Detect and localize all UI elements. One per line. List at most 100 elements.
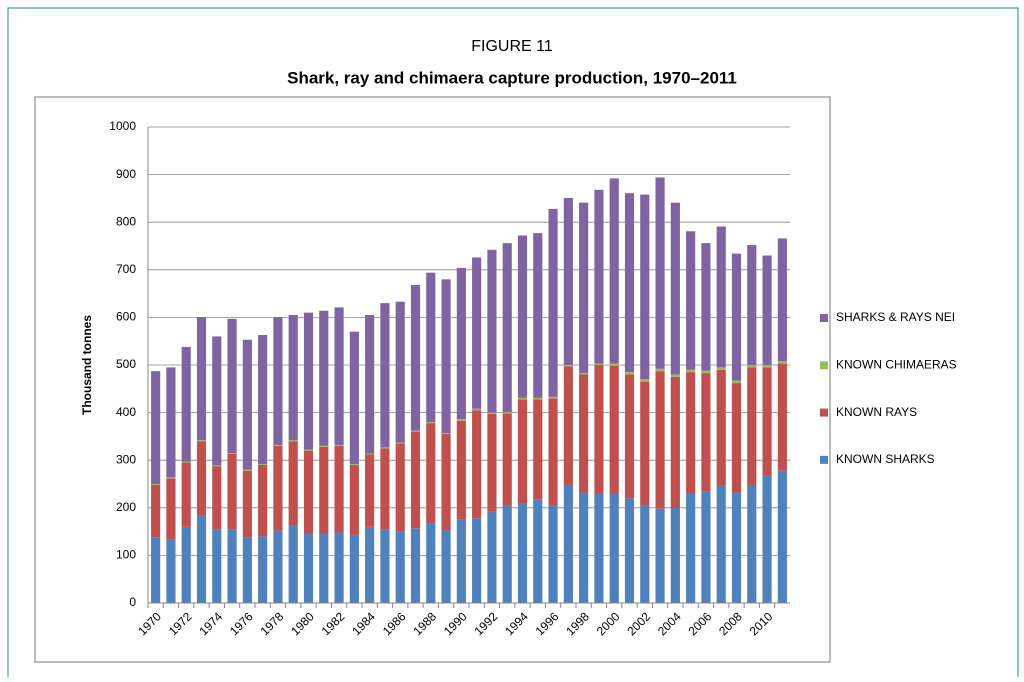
bar-segment — [472, 410, 482, 519]
bar-segment — [762, 475, 772, 603]
bar-segment — [212, 465, 222, 467]
bar-segment — [517, 399, 528, 504]
bar-segment — [151, 484, 161, 485]
x-tick-label: 1998 — [563, 609, 592, 638]
bar-segment — [609, 178, 619, 364]
bar-segment — [579, 492, 589, 603]
bar-segment — [212, 336, 222, 466]
bar-segment — [762, 255, 772, 365]
x-tick-label: 1994 — [502, 609, 531, 638]
bar-segment — [349, 534, 359, 603]
x-tick-label: 1988 — [410, 609, 439, 638]
bar-segment — [227, 454, 237, 530]
bar-segment — [319, 446, 329, 534]
bar-segment — [563, 484, 573, 603]
bar-segment — [441, 530, 451, 603]
bar-segment — [303, 449, 314, 451]
bar-segment — [762, 365, 772, 368]
bar-segment — [288, 441, 298, 526]
bar-segment — [349, 464, 359, 465]
bar-segment — [349, 464, 359, 535]
bar-segment — [777, 363, 787, 471]
bar-segment — [609, 493, 619, 603]
bar-segment — [640, 194, 650, 380]
bar-segment — [777, 361, 787, 364]
bar-segment — [533, 233, 543, 398]
bar-segment — [273, 317, 283, 445]
bar-segment — [686, 493, 696, 603]
bar-segment — [731, 253, 742, 381]
bar-segment — [181, 526, 191, 603]
y-tick-label: 400 — [116, 405, 136, 419]
bar-segment — [365, 454, 375, 527]
bar-segment — [273, 530, 283, 603]
x-tick-label: 1982 — [319, 609, 348, 638]
bar-segment — [273, 444, 283, 446]
bar-segment — [319, 533, 329, 603]
bar-segment — [319, 445, 329, 447]
bar-segment — [273, 445, 283, 531]
x-tick-label: 2008 — [716, 609, 745, 638]
x-tick-label: 1972 — [166, 609, 195, 638]
bar-segment — [533, 397, 543, 400]
bar-segment — [548, 505, 558, 603]
bar-segment — [624, 374, 635, 499]
bar-segment — [441, 279, 451, 434]
bar-segment — [410, 430, 421, 432]
bar-segment — [533, 499, 543, 603]
x-tick-label: 2010 — [747, 609, 776, 638]
bar-segment — [579, 373, 589, 375]
bar-segment — [456, 519, 466, 603]
bar-segment — [594, 363, 604, 365]
chart-title: Shark, ray and chimaera capture producti… — [287, 68, 737, 87]
bar-segment — [380, 529, 390, 603]
y-tick-label: 200 — [116, 500, 136, 514]
bar-segment — [640, 379, 650, 382]
x-tick-label: 2004 — [655, 609, 684, 638]
bar-segment — [548, 396, 558, 399]
bar-segment — [563, 365, 573, 367]
bar-segment — [410, 528, 421, 603]
bar-segment — [334, 307, 344, 445]
bar-segment — [380, 448, 390, 530]
bar-segment — [747, 484, 757, 603]
bar-segment — [319, 310, 329, 446]
bar-segment — [181, 462, 191, 527]
bar-segment — [762, 367, 772, 476]
bar-segment — [380, 303, 390, 448]
bar-segment — [365, 526, 375, 603]
y-tick-label: 100 — [116, 548, 136, 562]
bar-segment — [701, 370, 711, 374]
y-tick-label: 800 — [116, 214, 136, 228]
bar-segment — [334, 444, 344, 446]
bar-segment — [472, 257, 482, 409]
bar-segment — [655, 371, 665, 509]
y-tick-label: 300 — [116, 452, 136, 466]
x-tick-label: 1996 — [533, 609, 562, 638]
bar-segment — [349, 331, 359, 465]
bar-segment — [334, 445, 344, 533]
bar-segment — [747, 365, 757, 368]
y-tick-label: 0 — [129, 595, 136, 609]
bar-segment — [716, 367, 726, 370]
x-tick-label: 2000 — [594, 609, 623, 638]
bar-segment — [365, 453, 375, 455]
bar-segment — [242, 470, 252, 538]
legend-label: KNOWN SHARKS — [836, 452, 935, 466]
x-tick-label: 1970 — [135, 609, 164, 638]
bar-segment — [670, 202, 680, 375]
bar-segment — [227, 453, 237, 455]
bar-segment — [181, 461, 191, 463]
bar-segment — [258, 536, 268, 603]
bar-segment — [288, 315, 298, 441]
bar-segment — [196, 317, 207, 441]
bar-segment — [670, 374, 680, 377]
bar-segment — [502, 413, 512, 506]
bar-segment — [579, 202, 589, 374]
legend-swatch — [820, 408, 828, 417]
bar-segment — [258, 335, 268, 465]
bar-segment — [242, 339, 252, 470]
bar-segment — [196, 515, 207, 603]
bar-segment — [609, 363, 619, 366]
y-tick-label: 700 — [116, 262, 136, 276]
